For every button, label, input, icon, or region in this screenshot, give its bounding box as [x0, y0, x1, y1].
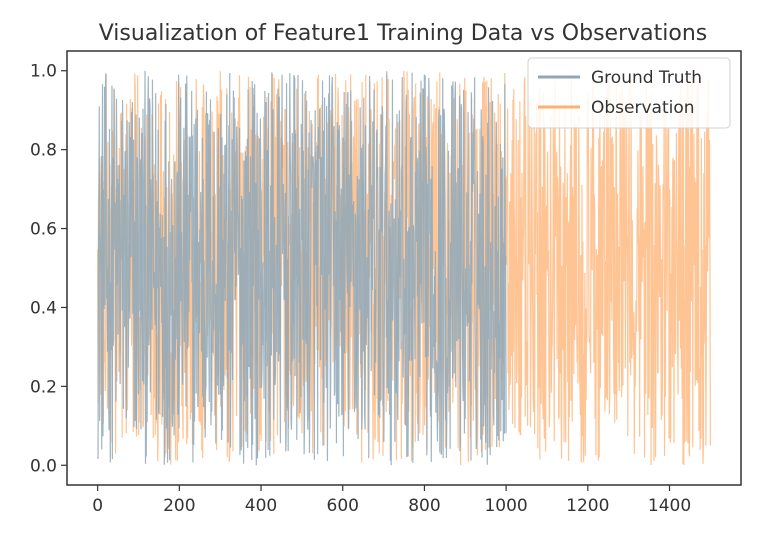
y-tick-label: 0.8: [30, 141, 57, 161]
legend: Ground Truth Observation: [527, 57, 731, 129]
x-tick-label: 1000: [484, 496, 527, 516]
legend-label-observation: Observation: [591, 98, 695, 118]
y-tick-label: 0.0: [30, 456, 57, 476]
x-tick-label: 1400: [648, 496, 691, 516]
series-layer: [97, 70, 711, 466]
chart-title: Visualization of Feature1 Training Data …: [99, 21, 708, 46]
x-tick-label: 0: [92, 496, 103, 516]
legend-label-ground-truth: Ground Truth: [591, 68, 702, 88]
x-tick-label: 1200: [566, 496, 609, 516]
y-tick-label: 0.4: [30, 298, 57, 318]
y-tick-label: 0.6: [30, 220, 57, 240]
y-tick-label: 0.2: [30, 377, 57, 397]
y-tick-label: 1.0: [30, 62, 57, 82]
axes-frame: [66, 50, 742, 486]
x-tick-label: 400: [245, 496, 277, 516]
y-axis: 0.0 0.2 0.4 0.6 0.8 1.0: [30, 62, 67, 476]
x-tick-label: 200: [163, 496, 195, 516]
x-axis: 0 200 400 600 800 1000 1200 1400: [92, 485, 691, 516]
x-tick-label: 600: [327, 496, 359, 516]
series-line-ground-truth: [97, 70, 507, 466]
x-tick-label: 800: [408, 496, 440, 516]
